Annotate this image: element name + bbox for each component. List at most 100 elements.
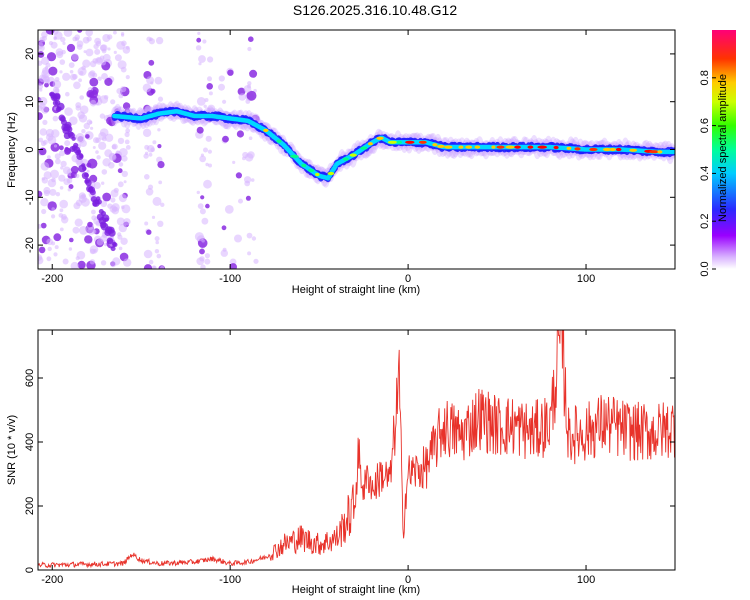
noise-point: [243, 85, 252, 93]
noise-point: [101, 73, 108, 80]
noise-point: [113, 50, 117, 55]
noise-point: [160, 265, 165, 269]
noise-point: [51, 177, 56, 183]
noise-point: [152, 196, 162, 206]
noise-point: [89, 259, 96, 265]
noise-point: [79, 226, 88, 235]
ridge-hotspot: [349, 153, 357, 157]
noise-point: [118, 194, 127, 203]
noise-point: [121, 155, 128, 162]
noise-point: [68, 62, 75, 68]
ridge-hotspot: [574, 147, 581, 151]
noise-point: [156, 253, 162, 259]
noise-point: [118, 223, 128, 233]
noise-point: [125, 75, 130, 80]
noise-point: [52, 80, 62, 89]
noise-point: [93, 182, 101, 189]
noise-point: [94, 48, 101, 55]
noise-point: [110, 189, 119, 198]
noise-point: [123, 218, 131, 226]
noise-streak-point: [108, 229, 116, 237]
noise-point: [108, 153, 117, 161]
noise-point: [81, 197, 90, 207]
noise-point: [63, 30, 73, 37]
noise-point: [207, 76, 212, 82]
colorbar-ticks: 0.0 0.2 0.4 0.6 0.8: [699, 70, 716, 277]
noise-point: [54, 245, 59, 250]
noise-point: [38, 42, 44, 49]
noise-point: [40, 222, 47, 229]
noise-point: [53, 233, 62, 242]
noise-point: [46, 256, 52, 262]
noise-point: [47, 246, 52, 252]
noise-point: [198, 62, 202, 66]
noise-point: [208, 163, 212, 168]
snr-y-label: SNR (10 * v/v): [6, 415, 18, 485]
colorbar-tick-label: 0.8: [699, 70, 711, 85]
noise-point: [51, 207, 55, 211]
noise-point: [58, 213, 64, 218]
noise-point: [38, 246, 46, 254]
noise-point: [194, 232, 204, 242]
noise-streak-point: [79, 154, 84, 159]
noise-point: [247, 151, 255, 159]
ridge-hotspot: [609, 147, 616, 152]
ridge-center: [671, 149, 675, 155]
y-tick-label: 400: [24, 433, 36, 451]
noise-point: [118, 93, 124, 99]
noise-point: [114, 54, 122, 62]
noise-point: [59, 145, 64, 151]
noise-streak-point: [112, 242, 118, 247]
noise-point: [157, 220, 164, 227]
noise-point: [60, 166, 64, 170]
noise-point: [70, 165, 79, 174]
noise-point: [117, 137, 125, 145]
noise-point: [77, 260, 86, 269]
y-tick-label: 0: [24, 146, 36, 152]
noise-streak-point: [84, 172, 89, 178]
noise-point: [199, 208, 206, 215]
ridge-hotspot: [553, 145, 559, 150]
noise-point: [148, 59, 155, 66]
noise-point: [146, 76, 155, 85]
noise-point: [154, 249, 160, 254]
noise-point: [38, 74, 47, 83]
noise-point: [124, 131, 130, 138]
noise-point: [60, 36, 66, 43]
noise-point: [246, 232, 253, 239]
noise-point: [197, 203, 204, 210]
noise-point: [142, 128, 152, 138]
noise-point: [47, 135, 57, 145]
ridge-hotspot: [496, 145, 505, 149]
spectrogram-marks: [38, 30, 675, 269]
noise-point: [75, 37, 79, 42]
noise-point: [60, 160, 67, 168]
snr-marks: [38, 330, 675, 569]
snr-frame: [37, 329, 676, 571]
noise-point: [53, 36, 57, 40]
noise-point: [102, 158, 111, 167]
noise-point: [82, 59, 91, 68]
noise-point: [196, 97, 206, 106]
noise-point: [120, 237, 128, 245]
noise-point: [47, 155, 51, 160]
noise-point: [46, 52, 57, 62]
noise-point: [78, 192, 86, 200]
noise-point: [38, 224, 42, 229]
noise-point: [142, 83, 152, 93]
noise-point: [143, 153, 149, 159]
noise-point: [157, 144, 162, 149]
ridge-hotspot: [474, 145, 481, 149]
noise-point: [118, 162, 124, 167]
colorbar-tick-label: 0.6: [699, 118, 711, 133]
noise-point: [110, 197, 116, 203]
noise-point: [203, 147, 208, 153]
noise-point: [42, 119, 48, 125]
noise-point: [59, 199, 68, 209]
y-tick-label: -10: [24, 189, 36, 205]
noise-point: [51, 129, 60, 138]
noise-point: [89, 60, 97, 68]
noise-point: [100, 44, 107, 52]
snr-panel: -200 -100 0 100 0 200 400 600 Height of straig…: [6, 329, 676, 596]
